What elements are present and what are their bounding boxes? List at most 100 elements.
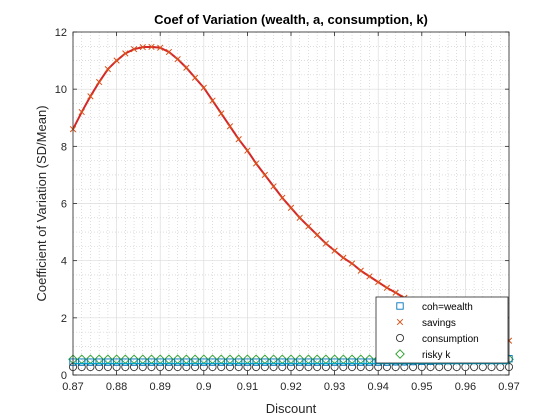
data-point bbox=[165, 358, 173, 366]
data-point bbox=[217, 358, 225, 366]
data-point bbox=[104, 358, 112, 366]
y-tick-label: 8 bbox=[61, 141, 67, 153]
legend-marker bbox=[395, 349, 405, 359]
data-point bbox=[183, 64, 190, 71]
data-point bbox=[156, 358, 164, 366]
data-point bbox=[157, 44, 164, 51]
x-axis-label: Discount bbox=[266, 401, 317, 416]
data-point bbox=[322, 240, 330, 247]
data-point bbox=[182, 358, 191, 366]
data-point bbox=[348, 358, 356, 366]
data-point bbox=[148, 43, 155, 51]
data-point bbox=[209, 97, 216, 104]
data-point bbox=[313, 358, 321, 366]
legend: coh=wealth savings consumption risky k bbox=[375, 296, 509, 364]
data-point bbox=[96, 78, 103, 86]
data-point bbox=[305, 223, 312, 230]
data-point bbox=[339, 358, 347, 366]
data-point bbox=[322, 358, 330, 366]
y-tick-label: 10 bbox=[55, 84, 67, 96]
data-point bbox=[330, 358, 339, 366]
data-point bbox=[235, 136, 242, 143]
data-point bbox=[112, 358, 121, 366]
data-point bbox=[340, 254, 347, 261]
data-point bbox=[235, 358, 243, 366]
legend-entry: savings bbox=[422, 318, 456, 329]
x-tick-label: 0.95 bbox=[411, 381, 432, 393]
data-point bbox=[200, 84, 207, 91]
legend-marker bbox=[396, 302, 404, 310]
data-point bbox=[173, 358, 182, 366]
data-point bbox=[121, 358, 129, 366]
data-point bbox=[130, 358, 138, 366]
y-tick-label: 2 bbox=[61, 313, 67, 325]
legend-entry: consumption bbox=[422, 334, 479, 345]
data-point bbox=[383, 284, 391, 291]
data-point bbox=[147, 358, 156, 366]
data-point bbox=[191, 358, 199, 366]
x-tick-label: 0.93 bbox=[324, 381, 345, 393]
x-tick-label: 0.96 bbox=[455, 381, 476, 393]
data-point bbox=[375, 278, 382, 286]
data-point bbox=[365, 358, 374, 366]
data-point bbox=[269, 358, 278, 366]
chart-title: Coef of Variation (wealth, a, consumptio… bbox=[154, 12, 428, 27]
y-tick-label: 12 bbox=[55, 27, 67, 39]
data-point bbox=[130, 45, 138, 53]
y-tick-label: 4 bbox=[61, 256, 67, 268]
data-point bbox=[244, 147, 251, 154]
x-tick-label: 0.94 bbox=[367, 381, 388, 393]
legend-marker bbox=[396, 318, 404, 326]
data-point bbox=[78, 108, 85, 116]
data-point bbox=[139, 358, 147, 366]
data-point bbox=[314, 231, 321, 239]
data-point bbox=[278, 358, 286, 366]
data-point bbox=[296, 358, 304, 366]
x-tick-label: 0.91 bbox=[237, 381, 258, 393]
data-point bbox=[304, 358, 313, 366]
data-point bbox=[270, 183, 277, 190]
data-point bbox=[200, 358, 208, 366]
data-point bbox=[252, 358, 260, 366]
x-tick-label: 0.88 bbox=[106, 381, 127, 393]
data-point bbox=[174, 56, 181, 63]
x-tick-label: 0.92 bbox=[280, 381, 301, 393]
x-tick-label: 0.87 bbox=[62, 381, 83, 393]
data-point bbox=[191, 74, 199, 81]
legend-entry: coh=wealth bbox=[422, 302, 473, 313]
data-point bbox=[104, 66, 112, 73]
data-point bbox=[95, 358, 103, 366]
x-tick-label: 0.89 bbox=[149, 381, 170, 393]
data-point bbox=[139, 43, 146, 51]
data-point bbox=[165, 48, 173, 56]
legend-entry: risky k bbox=[422, 350, 451, 361]
y-tick-label: 6 bbox=[61, 199, 67, 211]
data-point bbox=[296, 214, 303, 221]
data-point bbox=[287, 204, 295, 211]
data-point bbox=[226, 358, 234, 366]
x-tick-label: 0.97 bbox=[498, 381, 519, 393]
data-point bbox=[86, 358, 95, 366]
x-axis-ticks: 0.87 0.88 0.89 0.9 0.91 0.92 0.93 0.94 0.95 0.96 0… bbox=[62, 32, 520, 393]
data-point bbox=[357, 358, 365, 366]
legend-marker bbox=[395, 333, 405, 343]
y-axis-label: Coefficient of Variation (SD/Mean) bbox=[34, 105, 49, 301]
data-point bbox=[357, 267, 364, 274]
data-point bbox=[261, 171, 268, 179]
y-tick-label: 0 bbox=[61, 370, 67, 382]
data-point bbox=[287, 358, 295, 366]
data-point bbox=[331, 247, 338, 254]
data-point bbox=[113, 57, 120, 64]
data-point bbox=[87, 93, 94, 100]
data-point bbox=[208, 358, 217, 366]
data-point bbox=[366, 273, 373, 280]
data-point bbox=[226, 123, 234, 130]
data-point bbox=[252, 160, 260, 167]
data-point bbox=[261, 358, 269, 366]
x-tick-label: 0.9 bbox=[196, 381, 211, 393]
data-point bbox=[279, 194, 286, 201]
y-axis-ticks: 0 2 4 6 8 10 12 bbox=[55, 27, 509, 382]
data-point bbox=[392, 289, 399, 296]
data-point bbox=[218, 110, 225, 117]
